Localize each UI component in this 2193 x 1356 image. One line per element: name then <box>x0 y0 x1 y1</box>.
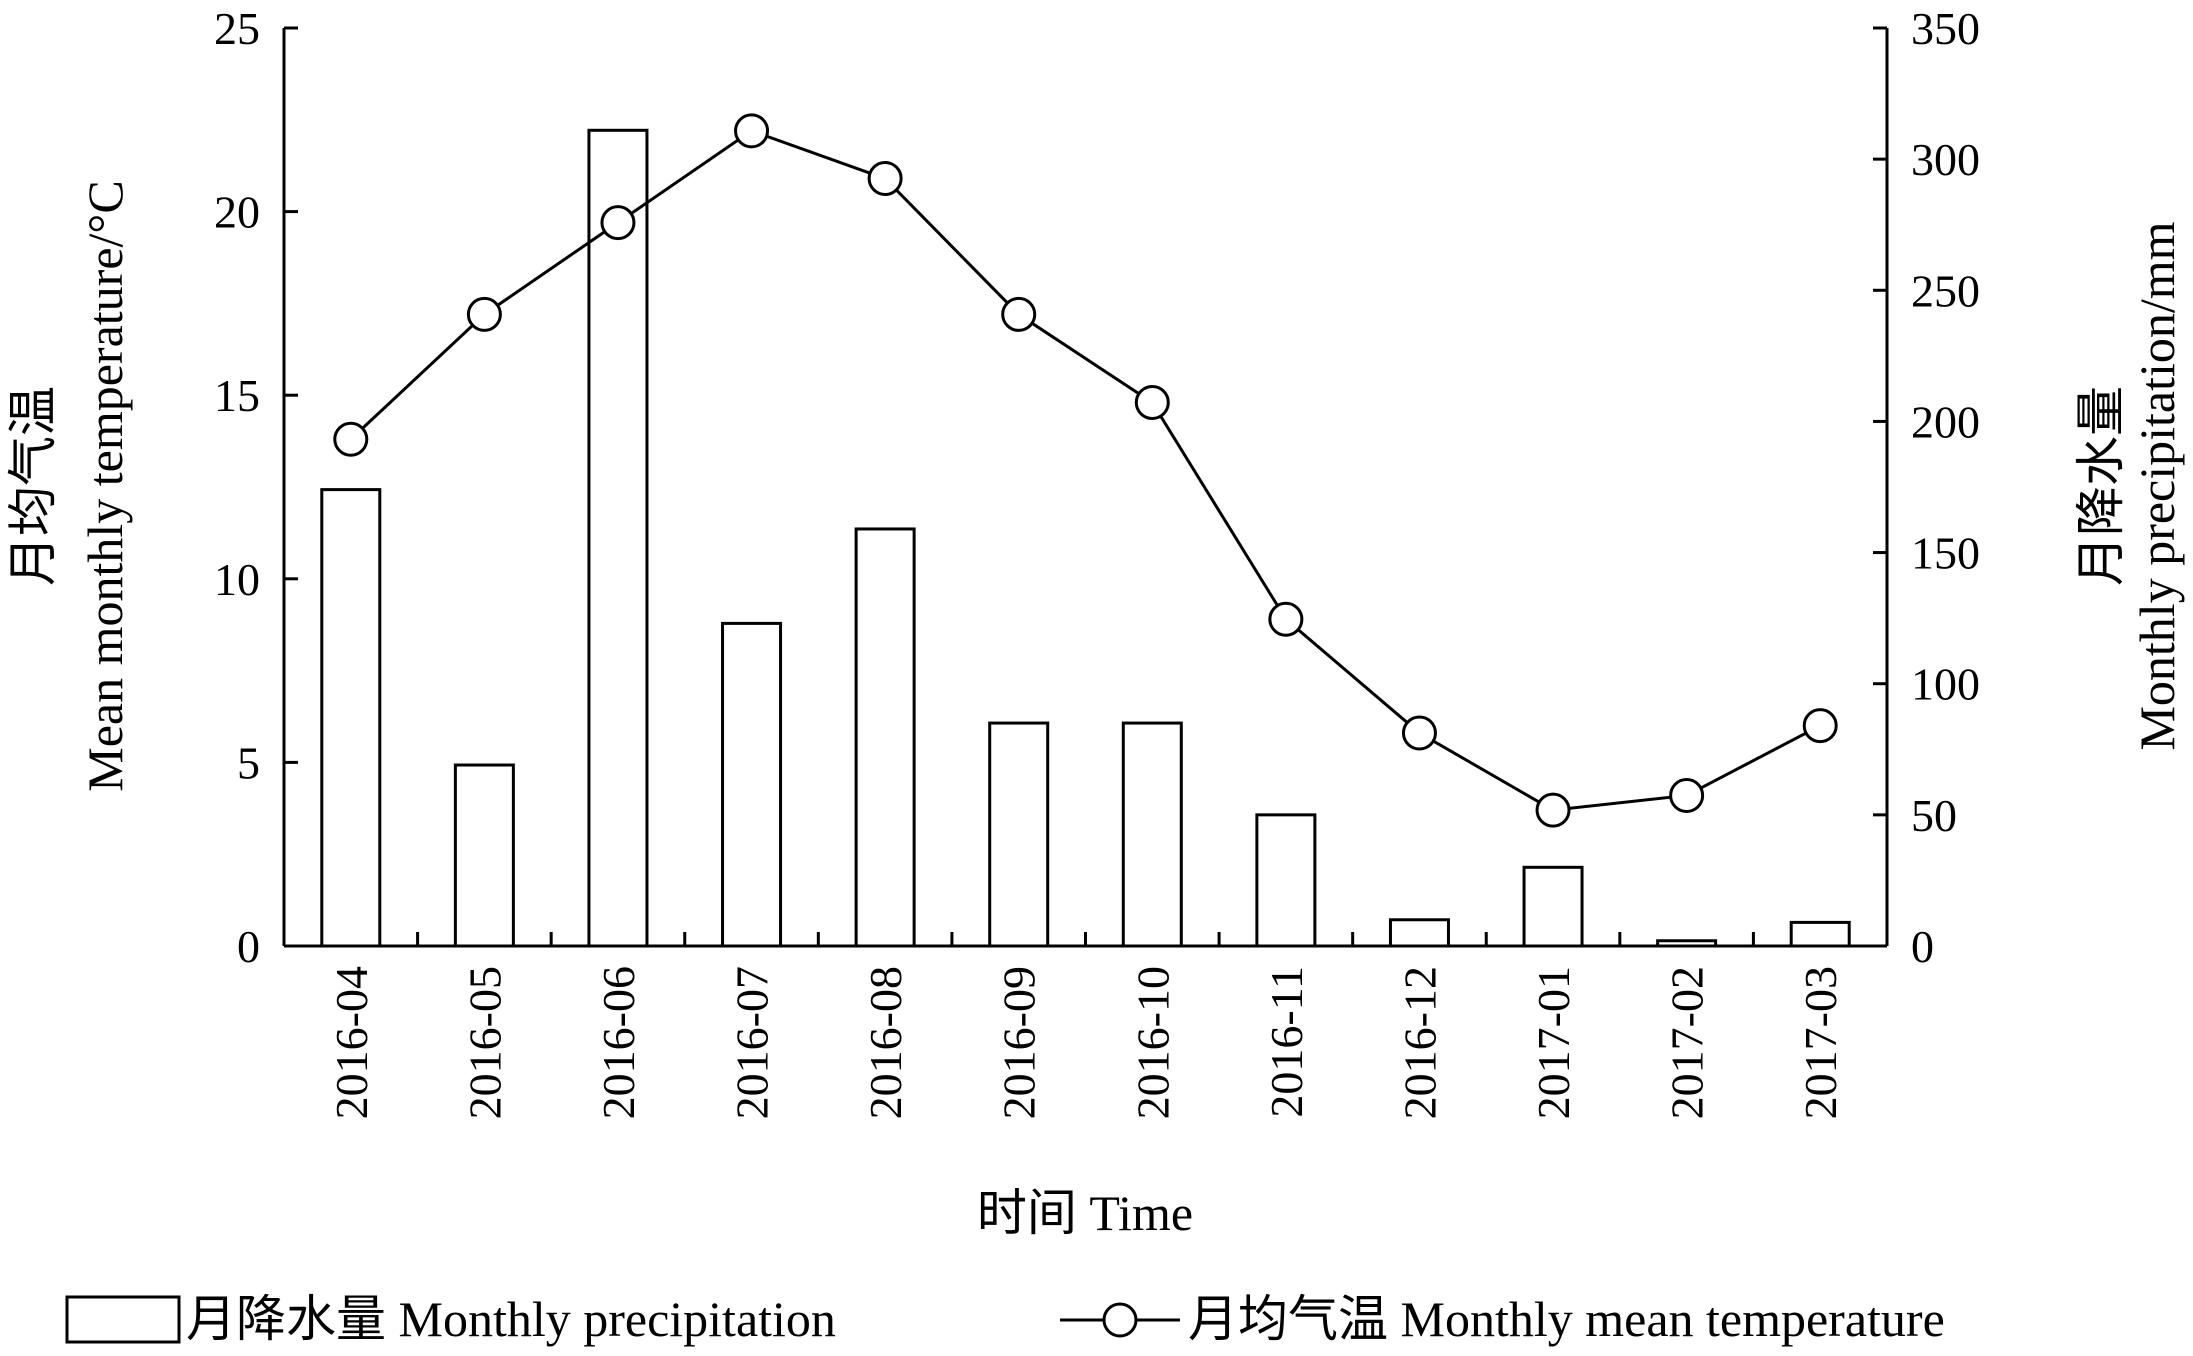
x-tick-label-2017-03: 2017-03 <box>1795 966 1846 1119</box>
x-tick-label-2016-06: 2016-06 <box>593 966 644 1119</box>
point-2017-01 <box>1535 792 1571 828</box>
temperature-line <box>333 113 1838 828</box>
bar-2016-05 <box>453 763 515 948</box>
x-tick-label-2016-07: 2016-07 <box>727 966 778 1119</box>
point-2016-09 <box>1001 296 1037 332</box>
bar-2016-04 <box>320 488 382 948</box>
right-axis-title: 月降水量 Monthly precipitation/mm <box>2073 221 2185 750</box>
left-axis-title: 月均气温 Mean monthly temperature/°C <box>5 180 133 792</box>
point-2016-07 <box>734 113 770 149</box>
left-tick-label-25: 25 <box>214 3 260 54</box>
x-axis-title: 时间 Time <box>977 1185 1193 1241</box>
bar-2016-08 <box>854 527 916 948</box>
right-tick-label-0: 0 <box>1911 921 1934 972</box>
right-tick-label-200: 200 <box>1911 396 1980 447</box>
x-tick-label-2016-12: 2016-12 <box>1394 966 1445 1119</box>
right-axis-ticks: 0 50 100 150 200 250 300 350 <box>1873 3 1980 972</box>
x-axis-ticks: 2016-04 2016-05 2016-06 2016-07 2016-08 2016-… <box>326 932 1846 1119</box>
right-tick-label-100: 100 <box>1911 659 1980 710</box>
x-tick-label-2016-08: 2016-08 <box>860 966 911 1119</box>
bar-2017-03 <box>1789 920 1851 948</box>
point-2016-08 <box>867 161 903 197</box>
left-tick-label-20: 20 <box>214 187 260 238</box>
x-tick-label-2016-05: 2016-05 <box>459 966 510 1119</box>
bar-2016-09 <box>988 721 1050 948</box>
right-tick-label-150: 150 <box>1911 528 1980 579</box>
left-axis-title-en: Mean monthly temperature/°C <box>77 180 133 792</box>
x-tick-label-2016-04: 2016-04 <box>326 966 377 1119</box>
point-2016-04 <box>333 421 369 457</box>
right-axis-title-en: Monthly precipitation/mm <box>2129 221 2185 750</box>
x-tick-label-2017-02: 2017-02 <box>1662 966 1713 1119</box>
bar-2016-12 <box>1388 918 1450 948</box>
x-tick-label-2016-10: 2016-10 <box>1127 966 1178 1119</box>
bar-2016-11 <box>1255 813 1317 948</box>
point-2016-11 <box>1268 601 1304 637</box>
point-2016-12 <box>1401 715 1437 751</box>
left-axis-title-cn: 月均气温 <box>5 386 61 586</box>
bar-2016-06 <box>587 128 649 948</box>
legend-circle-marker <box>1102 1302 1138 1338</box>
point-2017-02 <box>1669 777 1705 813</box>
point-2016-05 <box>466 296 502 332</box>
legend: 月降水量 Monthly precipitation 月均气温 Monthly … <box>65 1291 1945 1347</box>
left-tick-label-15: 15 <box>214 370 260 421</box>
right-tick-label-50: 50 <box>1911 790 1957 841</box>
precipitation-bars <box>320 128 1851 948</box>
legend-label-temperature: 月均气温 Monthly mean temperature <box>1188 1291 1945 1347</box>
temperature-series-line <box>349 129 1821 812</box>
bar-2016-07 <box>721 621 783 948</box>
left-tick-label-10: 10 <box>214 554 260 605</box>
right-tick-label-250: 250 <box>1911 265 1980 316</box>
axes <box>282 28 1889 948</box>
right-axis-title-cn: 月降水量 <box>2073 386 2129 586</box>
x-tick-label-2016-09: 2016-09 <box>994 966 1045 1119</box>
x-tick-label-2016-11: 2016-11 <box>1261 966 1312 1118</box>
point-2016-06 <box>600 205 636 241</box>
point-2016-10 <box>1134 385 1170 421</box>
bar-2017-01 <box>1522 865 1584 948</box>
left-axis-ticks: 0 5 10 15 20 25 <box>214 3 298 972</box>
bar-2016-10 <box>1121 721 1183 948</box>
left-tick-label-5: 5 <box>237 737 260 788</box>
legend-bar-swatch <box>65 1295 181 1344</box>
legend-label-precipitation: 月降水量 Monthly precipitation <box>186 1291 836 1347</box>
right-tick-label-300: 300 <box>1911 134 1980 185</box>
x-tick-label-2017-01: 2017-01 <box>1528 966 1579 1119</box>
left-tick-label-0: 0 <box>237 921 260 972</box>
point-2017-03 <box>1802 708 1838 744</box>
right-tick-label-350: 350 <box>1911 3 1980 54</box>
